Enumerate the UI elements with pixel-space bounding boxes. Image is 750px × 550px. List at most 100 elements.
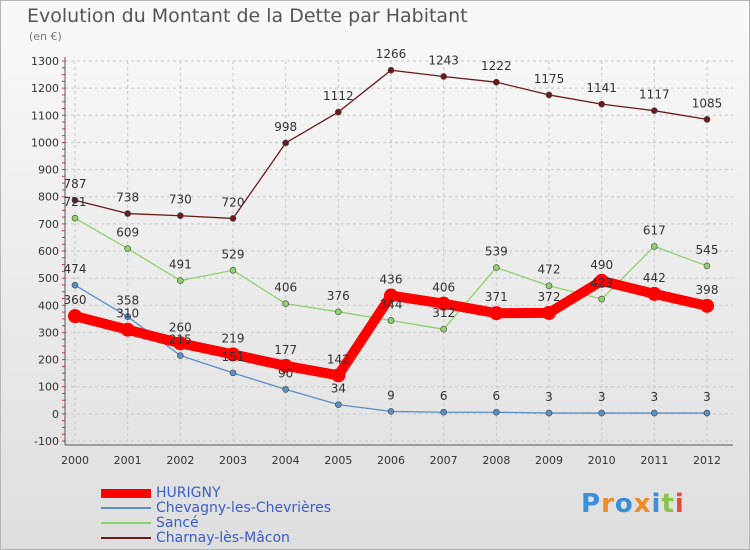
logo-letter: i — [651, 489, 662, 519]
data-label: 358 — [116, 294, 139, 308]
y-tick-label: 100 — [38, 381, 59, 394]
logo-letter: i — [674, 489, 685, 519]
x-tick-label: 2012 — [693, 454, 721, 467]
logo-letter: P — [581, 489, 602, 519]
data-point — [545, 282, 553, 290]
data-label: 260 — [169, 320, 192, 334]
data-point — [387, 317, 395, 324]
data-label: 539 — [485, 245, 508, 259]
y-tick-label: 1200 — [31, 82, 59, 95]
data-point — [387, 408, 395, 415]
data-point — [278, 358, 293, 373]
data-point — [703, 409, 711, 417]
data-label: 1243 — [428, 53, 459, 67]
data-label: 1141 — [586, 81, 617, 95]
data-label: 151 — [222, 350, 245, 364]
data-label: 90 — [278, 366, 293, 380]
data-label: 1175 — [534, 72, 565, 86]
x-tick-label: 2003 — [219, 454, 247, 467]
data-label: 360 — [64, 293, 87, 307]
data-point — [594, 273, 609, 288]
legend-label: HURIGNY — [156, 485, 221, 501]
x-tick-label: 2010 — [588, 454, 616, 467]
data-point — [598, 100, 605, 108]
data-point — [68, 309, 82, 324]
data-label: 436 — [380, 273, 403, 287]
data-label: 474 — [64, 262, 87, 276]
data-point — [229, 215, 237, 222]
data-point — [71, 214, 79, 222]
y-tick-label: 500 — [38, 272, 59, 285]
data-label: 721 — [64, 195, 87, 209]
data-label: 142 — [327, 352, 350, 366]
legend-swatch — [101, 522, 151, 524]
x-tick-label: 2007 — [430, 454, 458, 467]
data-point — [177, 277, 184, 284]
data-point — [229, 266, 237, 274]
data-point — [545, 409, 553, 417]
data-label: 34 — [331, 382, 346, 396]
data-label: 372 — [538, 290, 561, 304]
data-label: 1085 — [692, 96, 723, 110]
data-point — [282, 139, 289, 147]
data-point — [282, 300, 289, 307]
data-label: 310 — [116, 307, 139, 321]
data-label: 1112 — [323, 89, 354, 103]
x-tick-label: 2009 — [535, 454, 563, 467]
data-label: 609 — [116, 226, 139, 240]
data-label: 9 — [387, 388, 395, 402]
data-point — [651, 409, 658, 417]
data-point — [545, 91, 553, 99]
data-point — [335, 308, 342, 316]
data-point — [598, 295, 605, 303]
data-label: 738 — [116, 191, 139, 205]
data-label: 1222 — [481, 59, 512, 73]
logo-letter: t — [661, 489, 675, 519]
data-point — [71, 281, 79, 289]
data-label: 219 — [222, 331, 245, 345]
data-point — [120, 322, 135, 337]
data-label: 3 — [703, 390, 711, 404]
x-tick-label: 2001 — [114, 454, 142, 467]
data-point — [700, 298, 714, 313]
data-label: 720 — [222, 195, 245, 209]
data-label: 472 — [538, 263, 561, 277]
x-tick-label: 2004 — [272, 454, 300, 467]
x-tick-label: 2006 — [377, 454, 405, 467]
data-label: 344 — [380, 297, 403, 311]
data-label: 3 — [545, 390, 553, 404]
data-label: 491 — [169, 258, 192, 272]
y-tick-label: 700 — [38, 218, 59, 231]
logo-letter: r — [601, 489, 615, 519]
y-tick-label: 800 — [38, 191, 59, 204]
data-label: 406 — [274, 281, 297, 295]
y-tick-label: 300 — [38, 326, 59, 339]
data-label: 617 — [643, 223, 666, 237]
data-point — [436, 296, 451, 311]
data-point — [703, 262, 711, 270]
data-point — [177, 212, 184, 220]
data-point — [71, 196, 79, 204]
chart-title: Evolution du Montant de la Dette par Hab… — [27, 5, 468, 27]
data-label: 177 — [274, 343, 297, 357]
data-point — [173, 336, 188, 351]
data-point — [440, 408, 447, 416]
legend-swatch — [101, 488, 151, 498]
data-label: 3 — [598, 390, 606, 404]
data-label: 1117 — [639, 88, 670, 102]
data-label: 406 — [432, 281, 455, 295]
data-label: 398 — [696, 283, 719, 297]
y-tick-label: 600 — [38, 245, 59, 258]
data-point — [651, 243, 658, 250]
legend-swatch — [101, 507, 151, 509]
data-label: 371 — [485, 290, 508, 304]
data-label: 998 — [274, 120, 297, 134]
legend-label: Chevagny-les-Chevrières — [156, 500, 331, 516]
y-tick-label: 1000 — [31, 136, 59, 149]
data-point — [703, 116, 711, 123]
data-point — [440, 325, 447, 333]
x-tick-label: 2005 — [324, 454, 352, 467]
x-tick-label: 2000 — [61, 454, 89, 467]
